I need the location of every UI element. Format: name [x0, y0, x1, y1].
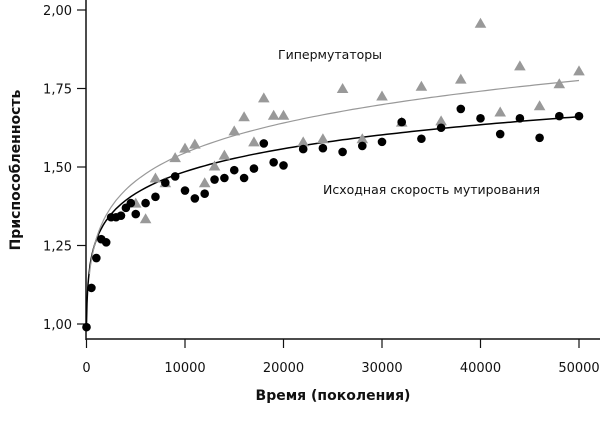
- x-tick-label: 10000: [164, 361, 205, 376]
- data-point-hypermutator: [179, 142, 191, 153]
- data-point-hypermutator: [139, 213, 152, 224]
- data-point-hypermutator: [494, 106, 506, 117]
- trend-line-hypermutators: [88, 79, 580, 275]
- data-point-baseline: [180, 186, 190, 195]
- data-point-baseline: [377, 137, 387, 147]
- data-point-baseline: [161, 178, 170, 187]
- data-point-hypermutator: [553, 78, 566, 89]
- data-point-baseline: [131, 209, 141, 219]
- data-point-hypermutator: [258, 92, 270, 103]
- data-point-baseline: [126, 198, 136, 208]
- data-point-baseline: [259, 139, 269, 148]
- x-tick-label: 40000: [460, 361, 501, 376]
- data-point-hypermutator: [455, 73, 467, 84]
- trend-line-baseline: [85, 115, 580, 325]
- y-axis-label: Приспособленность: [8, 89, 24, 250]
- data-point-baseline: [436, 123, 446, 133]
- data-point-hypermutator: [356, 133, 369, 144]
- data-point-baseline: [358, 141, 367, 151]
- data-point-baseline: [239, 173, 249, 183]
- x-tick-label: 50000: [558, 361, 599, 376]
- data-point-baseline: [574, 111, 584, 121]
- data-point-baseline: [249, 164, 259, 173]
- data-point-hypermutator: [208, 160, 221, 171]
- data-point-baseline: [476, 114, 485, 123]
- data-point-hypermutator: [297, 136, 309, 147]
- data-point-hypermutator: [238, 111, 250, 122]
- data-point-baseline: [298, 144, 308, 154]
- data-point-baseline: [101, 238, 111, 247]
- data-point-baseline: [200, 189, 209, 198]
- annotation-hypermutators: Гипермутаторы: [278, 47, 382, 62]
- data-point-hypermutator: [533, 100, 546, 111]
- data-point-baseline: [190, 194, 200, 203]
- data-point-baseline: [417, 134, 426, 144]
- y-tick-label: 1,50: [43, 161, 72, 176]
- data-point-hypermutator: [336, 83, 349, 93]
- data-point-hypermutator: [277, 109, 290, 120]
- data-point-baseline: [210, 175, 219, 184]
- data-point-hypermutator: [198, 177, 211, 188]
- data-point-baseline: [229, 165, 239, 175]
- data-point-baseline: [82, 322, 91, 332]
- data-point-baseline: [495, 129, 505, 139]
- data-point-hypermutator: [514, 60, 526, 71]
- x-tick-label: 20000: [263, 361, 304, 376]
- y-tick-label: 1,25: [43, 240, 72, 255]
- data-point-hypermutator: [169, 152, 181, 163]
- x-tick-label: 30000: [361, 361, 402, 376]
- data-point-baseline: [555, 111, 564, 121]
- data-point-baseline: [141, 198, 150, 208]
- data-point-baseline: [170, 172, 180, 181]
- x-axis-label: Время (поколения): [256, 388, 411, 404]
- data-point-baseline: [397, 117, 407, 127]
- data-point-hypermutator: [415, 80, 428, 91]
- data-point-baseline: [92, 253, 101, 263]
- data-point-hypermutator: [267, 109, 280, 120]
- data-point-hypermutator: [573, 65, 585, 76]
- data-point-baseline: [456, 104, 466, 114]
- data-point-hypermutator: [149, 172, 162, 183]
- data-point-hypermutator: [317, 133, 329, 144]
- data-point-baseline: [535, 133, 544, 143]
- data-point-hypermutator: [474, 17, 487, 28]
- data-point-baseline: [87, 283, 96, 293]
- data-point-hypermutator: [376, 90, 388, 101]
- data-point-hypermutator: [189, 138, 201, 149]
- data-point-baseline: [220, 173, 229, 183]
- y-tick-label: 1,00: [43, 318, 72, 333]
- x-tick-label: 0: [82, 361, 90, 376]
- data-point-baseline: [116, 211, 126, 220]
- data-point-baseline: [338, 147, 347, 157]
- data-point-baseline: [318, 143, 328, 153]
- data-point-hypermutator: [435, 115, 447, 126]
- data-point-baseline: [515, 114, 525, 123]
- data-point-hypermutator: [228, 125, 241, 136]
- data-point-hypermutator: [218, 149, 231, 160]
- data-point-baseline: [279, 161, 288, 170]
- y-tick-label: 2,00: [43, 4, 72, 19]
- data-point-baseline: [269, 157, 278, 167]
- y-tick-label: 1,75: [43, 83, 72, 98]
- axes: [85, 0, 600, 340]
- annotation-baseline: Исходная скорость мутирования: [323, 182, 540, 197]
- data-point-baseline: [151, 192, 160, 202]
- data-point-hypermutator: [248, 136, 260, 147]
